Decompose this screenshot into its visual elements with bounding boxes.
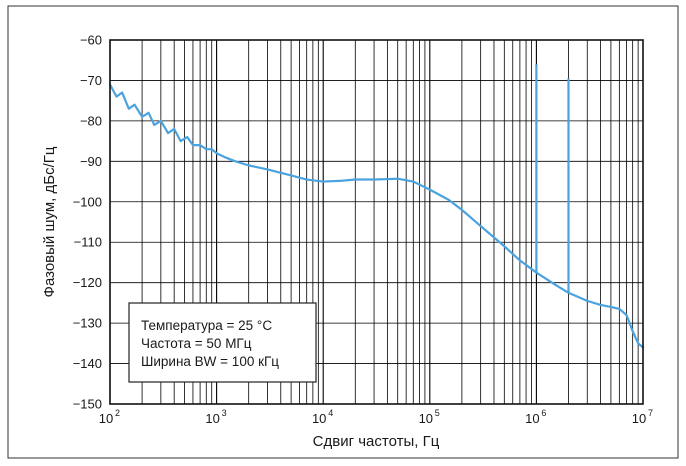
y-tick-labels: −60 −70 −80 −90 −100 −110 −120 −130 −140 −150 <box>73 33 102 412</box>
outer-border <box>7 5 679 459</box>
x-tick-exponent: 7 <box>648 408 653 418</box>
x-tick-exponent: 4 <box>328 408 333 418</box>
x-tick-exponent: 6 <box>541 408 546 418</box>
y-tick-label: −130 <box>73 316 102 331</box>
y-tick-label: −100 <box>73 194 102 209</box>
x-tick-label: 10 <box>632 411 646 426</box>
x-tick-label: 10 <box>525 411 539 426</box>
y-axis-label: Фазовый шум, дБс/Гц <box>41 146 58 297</box>
x-tick-label: 10 <box>205 411 219 426</box>
y-tick-label: −120 <box>73 275 102 290</box>
series-line <box>108 83 645 349</box>
legend-frequency: Частота = 50 МГц <box>141 336 252 351</box>
x-tick-labels: 10 2 10 3 10 4 10 5 10 6 10 7 <box>99 408 653 426</box>
legend-box: Температура = 25 °C Частота = 50 МГц Шир… <box>128 302 317 383</box>
y-tick-label: −60 <box>80 33 102 48</box>
x-tick-label: 10 <box>419 411 433 426</box>
legend-bandwidth: Ширина BW = 100 кГц <box>141 354 279 369</box>
series-layer <box>108 64 645 349</box>
x-tick-exponent: 3 <box>222 408 227 418</box>
y-tick-label: −150 <box>73 397 102 412</box>
plot-area-border <box>109 39 644 405</box>
y-tick-label: −80 <box>80 113 102 128</box>
y-tick-label: −140 <box>73 356 102 371</box>
x-tick-exponent: 2 <box>115 408 120 418</box>
x-axis-label: Сдвиг частоты, Гц <box>313 433 440 450</box>
legend-frame <box>128 302 317 383</box>
legend-temperature: Температура = 25 °C <box>141 318 272 333</box>
x-tick-label: 10 <box>99 411 113 426</box>
y-tick-label: −70 <box>80 73 102 88</box>
x-tick-label: 10 <box>312 411 326 426</box>
y-tick-label: −90 <box>80 154 102 169</box>
y-tick-label: −110 <box>74 235 102 250</box>
x-tick-exponent: 5 <box>435 408 440 418</box>
